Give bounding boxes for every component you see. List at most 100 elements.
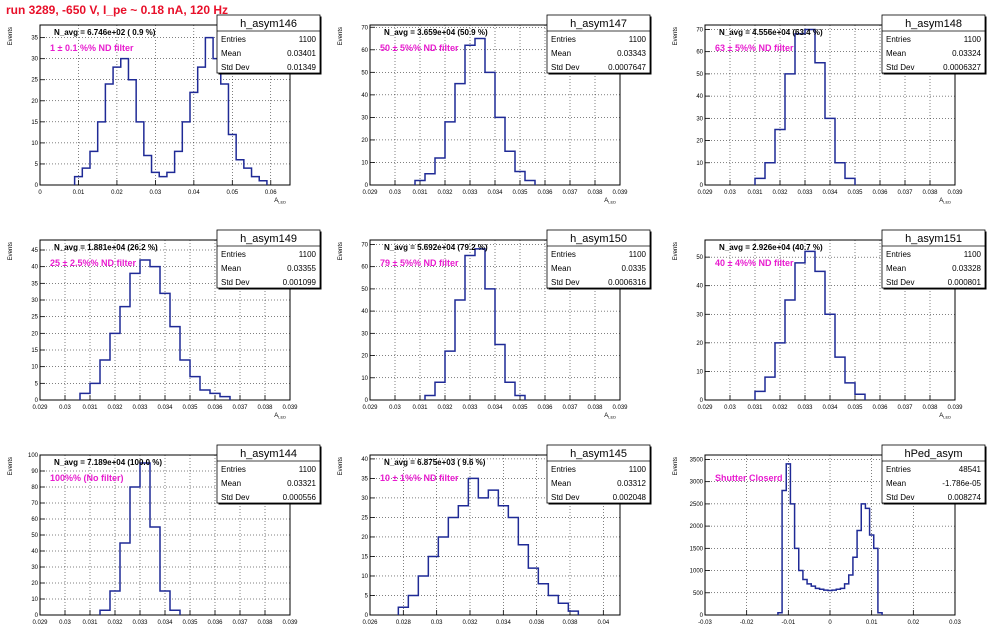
- x-tick-label: 0.04: [597, 620, 609, 625]
- stats-value: 0.03324: [952, 49, 981, 58]
- x-tick-label: 0.029: [32, 405, 48, 411]
- y-axis-label: Events: [338, 242, 344, 260]
- x-tick-label: 0.038: [922, 405, 938, 411]
- stats-box: h_asym149 Entries 1100 Mean 0.03355 Std Dev 0.…: [216, 229, 322, 290]
- x-tick-label: 0.037: [562, 190, 578, 196]
- y-tick-label: 10: [361, 574, 368, 580]
- stats-value: 1100: [299, 250, 317, 259]
- stats-title: h_asym150: [570, 233, 627, 245]
- stats-key: Std Dev: [221, 278, 249, 287]
- x-tick-label: 0.029: [697, 405, 713, 411]
- y-tick-label: 50: [361, 70, 368, 76]
- histogram-panel: -0.03 -0.02 -0.01 0 0.01 0.02 0.03 0 500 1000 1500…: [673, 444, 987, 625]
- x-tick-label: 0.039: [612, 405, 628, 411]
- x-tick-label: 0.036: [207, 620, 223, 625]
- y-tick-label: 40: [361, 457, 368, 463]
- stats-key: Std Dev: [551, 493, 579, 502]
- x-tick-label: 0.036: [872, 190, 888, 196]
- x-tick-label: 0.037: [897, 190, 913, 196]
- histogram-panel: 0.029 0.03 0.031 0.032 0.033 0.034 0.035 0.036 0…: [673, 14, 987, 205]
- y-tick-label: 500: [693, 591, 704, 597]
- histogram-panel: 0.029 0.03 0.031 0.032 0.033 0.034 0.035 0.036 0…: [338, 14, 652, 205]
- stats-title: h_asym145: [570, 448, 627, 460]
- histogram-line: [754, 250, 866, 400]
- histogram-line: [99, 462, 181, 615]
- stats-frame: [881, 444, 986, 504]
- y-axis-label: Events: [673, 242, 679, 260]
- y-tick-label: 30: [696, 312, 703, 318]
- stats-box: h_asym147 Entries 1100 Mean 0.03343 Std Dev 0.…: [546, 14, 652, 75]
- y-tick-label: 2000: [690, 524, 704, 530]
- stats-title: h_asym147: [570, 18, 627, 30]
- stats-key: Entries: [551, 250, 576, 259]
- stats-key: Entries: [551, 465, 576, 474]
- y-tick-label: 25: [31, 315, 38, 321]
- stats-value: 1100: [299, 465, 317, 474]
- run-title: run 3289, -650 V, I_pe ~ 0.18 nA, 120 Hz: [6, 3, 229, 17]
- x-tick-label: 0.03: [59, 405, 71, 411]
- y-tick-label: 20: [361, 535, 368, 541]
- x-tick-label: 0.033: [462, 190, 478, 196]
- navg-label: N_avg = 5.692e+04 (79.2 %): [384, 243, 488, 252]
- y-tick-label: 30: [31, 57, 38, 63]
- x-tick-label: 0.038: [562, 620, 578, 625]
- histogram-panel: 0.029 0.03 0.031 0.032 0.033 0.034 0.035 0.036 0…: [8, 444, 322, 625]
- x-tick-label: 0.034: [487, 190, 503, 196]
- stats-key: Std Dev: [886, 63, 914, 72]
- stats-value: 0.000556: [283, 493, 317, 502]
- x-tick-label: 0.039: [282, 405, 298, 411]
- filter-annotation: 79 ± 5%% ND filter: [380, 258, 459, 268]
- y-tick-label: 70: [696, 27, 703, 33]
- y-tick-label: 0: [365, 183, 369, 189]
- x-tick-label: 0.035: [847, 405, 863, 411]
- y-tick-label: 0: [35, 613, 39, 619]
- stats-key: Mean: [551, 264, 571, 273]
- x-tick-label: 0.039: [947, 190, 963, 196]
- y-tick-label: 10: [696, 161, 703, 167]
- stats-key: Std Dev: [551, 63, 579, 72]
- stats-box: h_asym145 Entries 1100 Mean 0.03312 Std Dev 0.…: [546, 444, 652, 505]
- y-tick-label: 40: [696, 94, 703, 100]
- x-tick-label: 0.01: [866, 620, 878, 625]
- stats-value: -1.786e-05: [942, 479, 981, 488]
- y-tick-label: 20: [31, 331, 38, 337]
- y-tick-label: 30: [361, 115, 368, 121]
- x-tick-label: 0.037: [232, 405, 248, 411]
- stats-key: Entries: [551, 35, 576, 44]
- x-tick-label: 0.031: [412, 405, 428, 411]
- stats-key: Std Dev: [886, 493, 914, 502]
- stats-frame: [216, 229, 321, 289]
- stats-key: Mean: [886, 264, 906, 273]
- x-tick-label: 0.034: [157, 620, 173, 625]
- y-tick-label: 10: [361, 376, 368, 382]
- stats-value: 1100: [629, 35, 647, 44]
- y-tick-label: 15: [361, 554, 368, 560]
- stats-value: 1100: [964, 250, 982, 259]
- stats-value: 0.03328: [952, 264, 981, 273]
- histogram-panel: 0.029 0.03 0.031 0.032 0.033 0.034 0.035 0.036 0…: [673, 229, 987, 420]
- y-tick-label: 20: [696, 341, 703, 347]
- navg-label: N_avg = 6.746e+02 ( 0.9 %): [54, 28, 156, 37]
- stats-box: h_asym144 Entries 1100 Mean 0.03321 Std Dev 0.…: [216, 444, 322, 505]
- stats-value: 0.01349: [287, 63, 316, 72]
- stats-value: 0.000801: [948, 278, 982, 287]
- navg-label: N_avg = 4.556e+04 (63.4 %): [719, 28, 823, 37]
- y-tick-label: 10: [31, 597, 38, 603]
- histogram-line: [424, 248, 526, 400]
- x-tick-label: 0: [828, 620, 832, 625]
- y-tick-label: 20: [31, 99, 38, 105]
- x-axis-label: ALED: [939, 413, 951, 420]
- stats-frame: [546, 14, 651, 74]
- y-tick-label: 70: [31, 501, 38, 507]
- y-tick-label: 60: [31, 517, 38, 523]
- x-tick-label: -0.01: [781, 620, 795, 625]
- y-tick-label: 0: [35, 183, 39, 189]
- y-tick-label: 60: [361, 48, 368, 54]
- x-tick-label: 0.035: [182, 620, 198, 625]
- x-tick-label: 0.029: [32, 620, 48, 625]
- stats-value: 0.0006316: [608, 278, 646, 287]
- stats-value: 0.008274: [948, 493, 982, 502]
- x-tick-label: 0.033: [132, 620, 148, 625]
- filter-annotation: 50 ± 5%% ND filter: [380, 43, 459, 53]
- x-tick-label: -0.03: [698, 620, 712, 625]
